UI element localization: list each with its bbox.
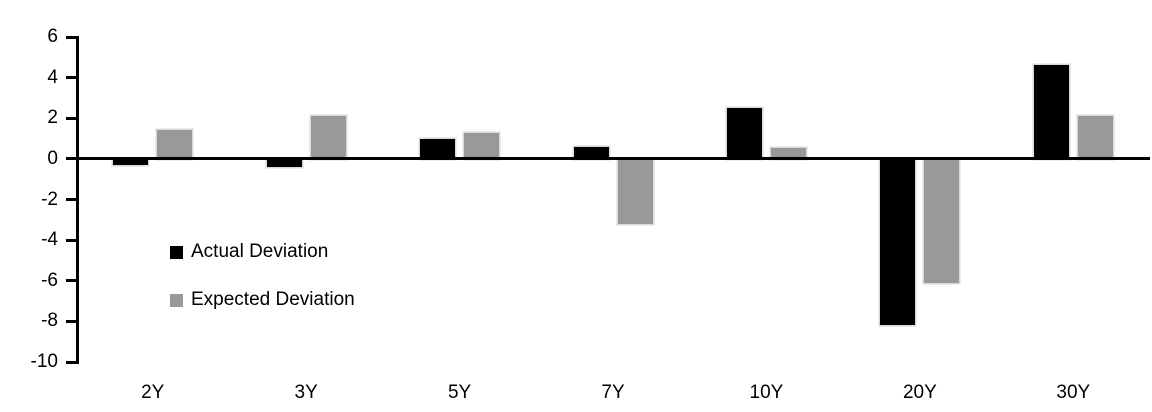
y-tick-mark: [66, 198, 76, 201]
bar-5y-actual: [420, 138, 456, 159]
legend-swatch-actual-deviation: [170, 245, 183, 259]
y-tick-label: 6: [47, 26, 58, 47]
bar-3y-actual: [266, 158, 302, 167]
x-axis-label-5y: 5Y: [447, 382, 472, 403]
bar-7y-expected: [617, 158, 653, 224]
y-tick-mark: [66, 157, 76, 161]
y-tick-label: -2: [41, 188, 58, 210]
x-axis-label-7y: 7Y: [601, 382, 625, 403]
bar-5y-expected: [464, 132, 500, 159]
legend-label-actual-deviation: Actual Deviation: [191, 241, 329, 262]
bar-3y-expected: [310, 116, 346, 159]
bar-2y-actual: [113, 158, 149, 165]
bar-20y-expected: [924, 158, 960, 283]
bar-10y-actual: [726, 108, 762, 159]
x-axis-label-30y: 30Y: [1056, 382, 1091, 403]
y-tick-label: 2: [47, 107, 58, 129]
y-tick-mark: [66, 76, 76, 80]
y-tick-label: 4: [47, 66, 58, 88]
x-axis-label-10y: 10Y: [749, 382, 784, 403]
y-tick-mark: [66, 35, 76, 39]
bar-7y-actual: [573, 146, 609, 159]
bar-20y-actual: [880, 158, 916, 326]
x-axis-label-3y: 3Y: [294, 382, 318, 403]
bar-10y-expected: [770, 147, 806, 159]
y-tick-mark: [66, 116, 76, 120]
y-tick-label: -6: [41, 269, 58, 291]
legend-item-actual-deviation: Actual Deviation: [170, 240, 355, 264]
legend-item-expected-deviation: Expected Deviation: [170, 288, 355, 312]
bar-30y-actual: [1033, 65, 1069, 159]
legend-label-expected-deviation: Expected Deviation: [191, 289, 355, 310]
y-tick-mark: [66, 238, 76, 242]
bar-2y-expected: [157, 130, 193, 159]
x-axis-label-20y: 20Y: [902, 382, 937, 403]
y-tick-label: -4: [41, 229, 58, 251]
x-axis-label-2y: 2Y: [141, 382, 165, 403]
bar-30y-expected: [1077, 116, 1113, 159]
y-tick-mark: [66, 360, 76, 364]
legend: Actual Deviation Expected Deviation: [170, 240, 355, 336]
y-axis-line: [76, 35, 79, 364]
y-tick-mark: [66, 279, 76, 283]
x-axis-line: [76, 157, 1150, 161]
y-tick-label: -8: [41, 310, 58, 332]
y-tick-mark: [66, 319, 76, 323]
y-tick-label: -10: [30, 351, 58, 372]
y-tick-label: 0: [47, 147, 58, 169]
legend-swatch-expected-deviation: [170, 293, 183, 307]
